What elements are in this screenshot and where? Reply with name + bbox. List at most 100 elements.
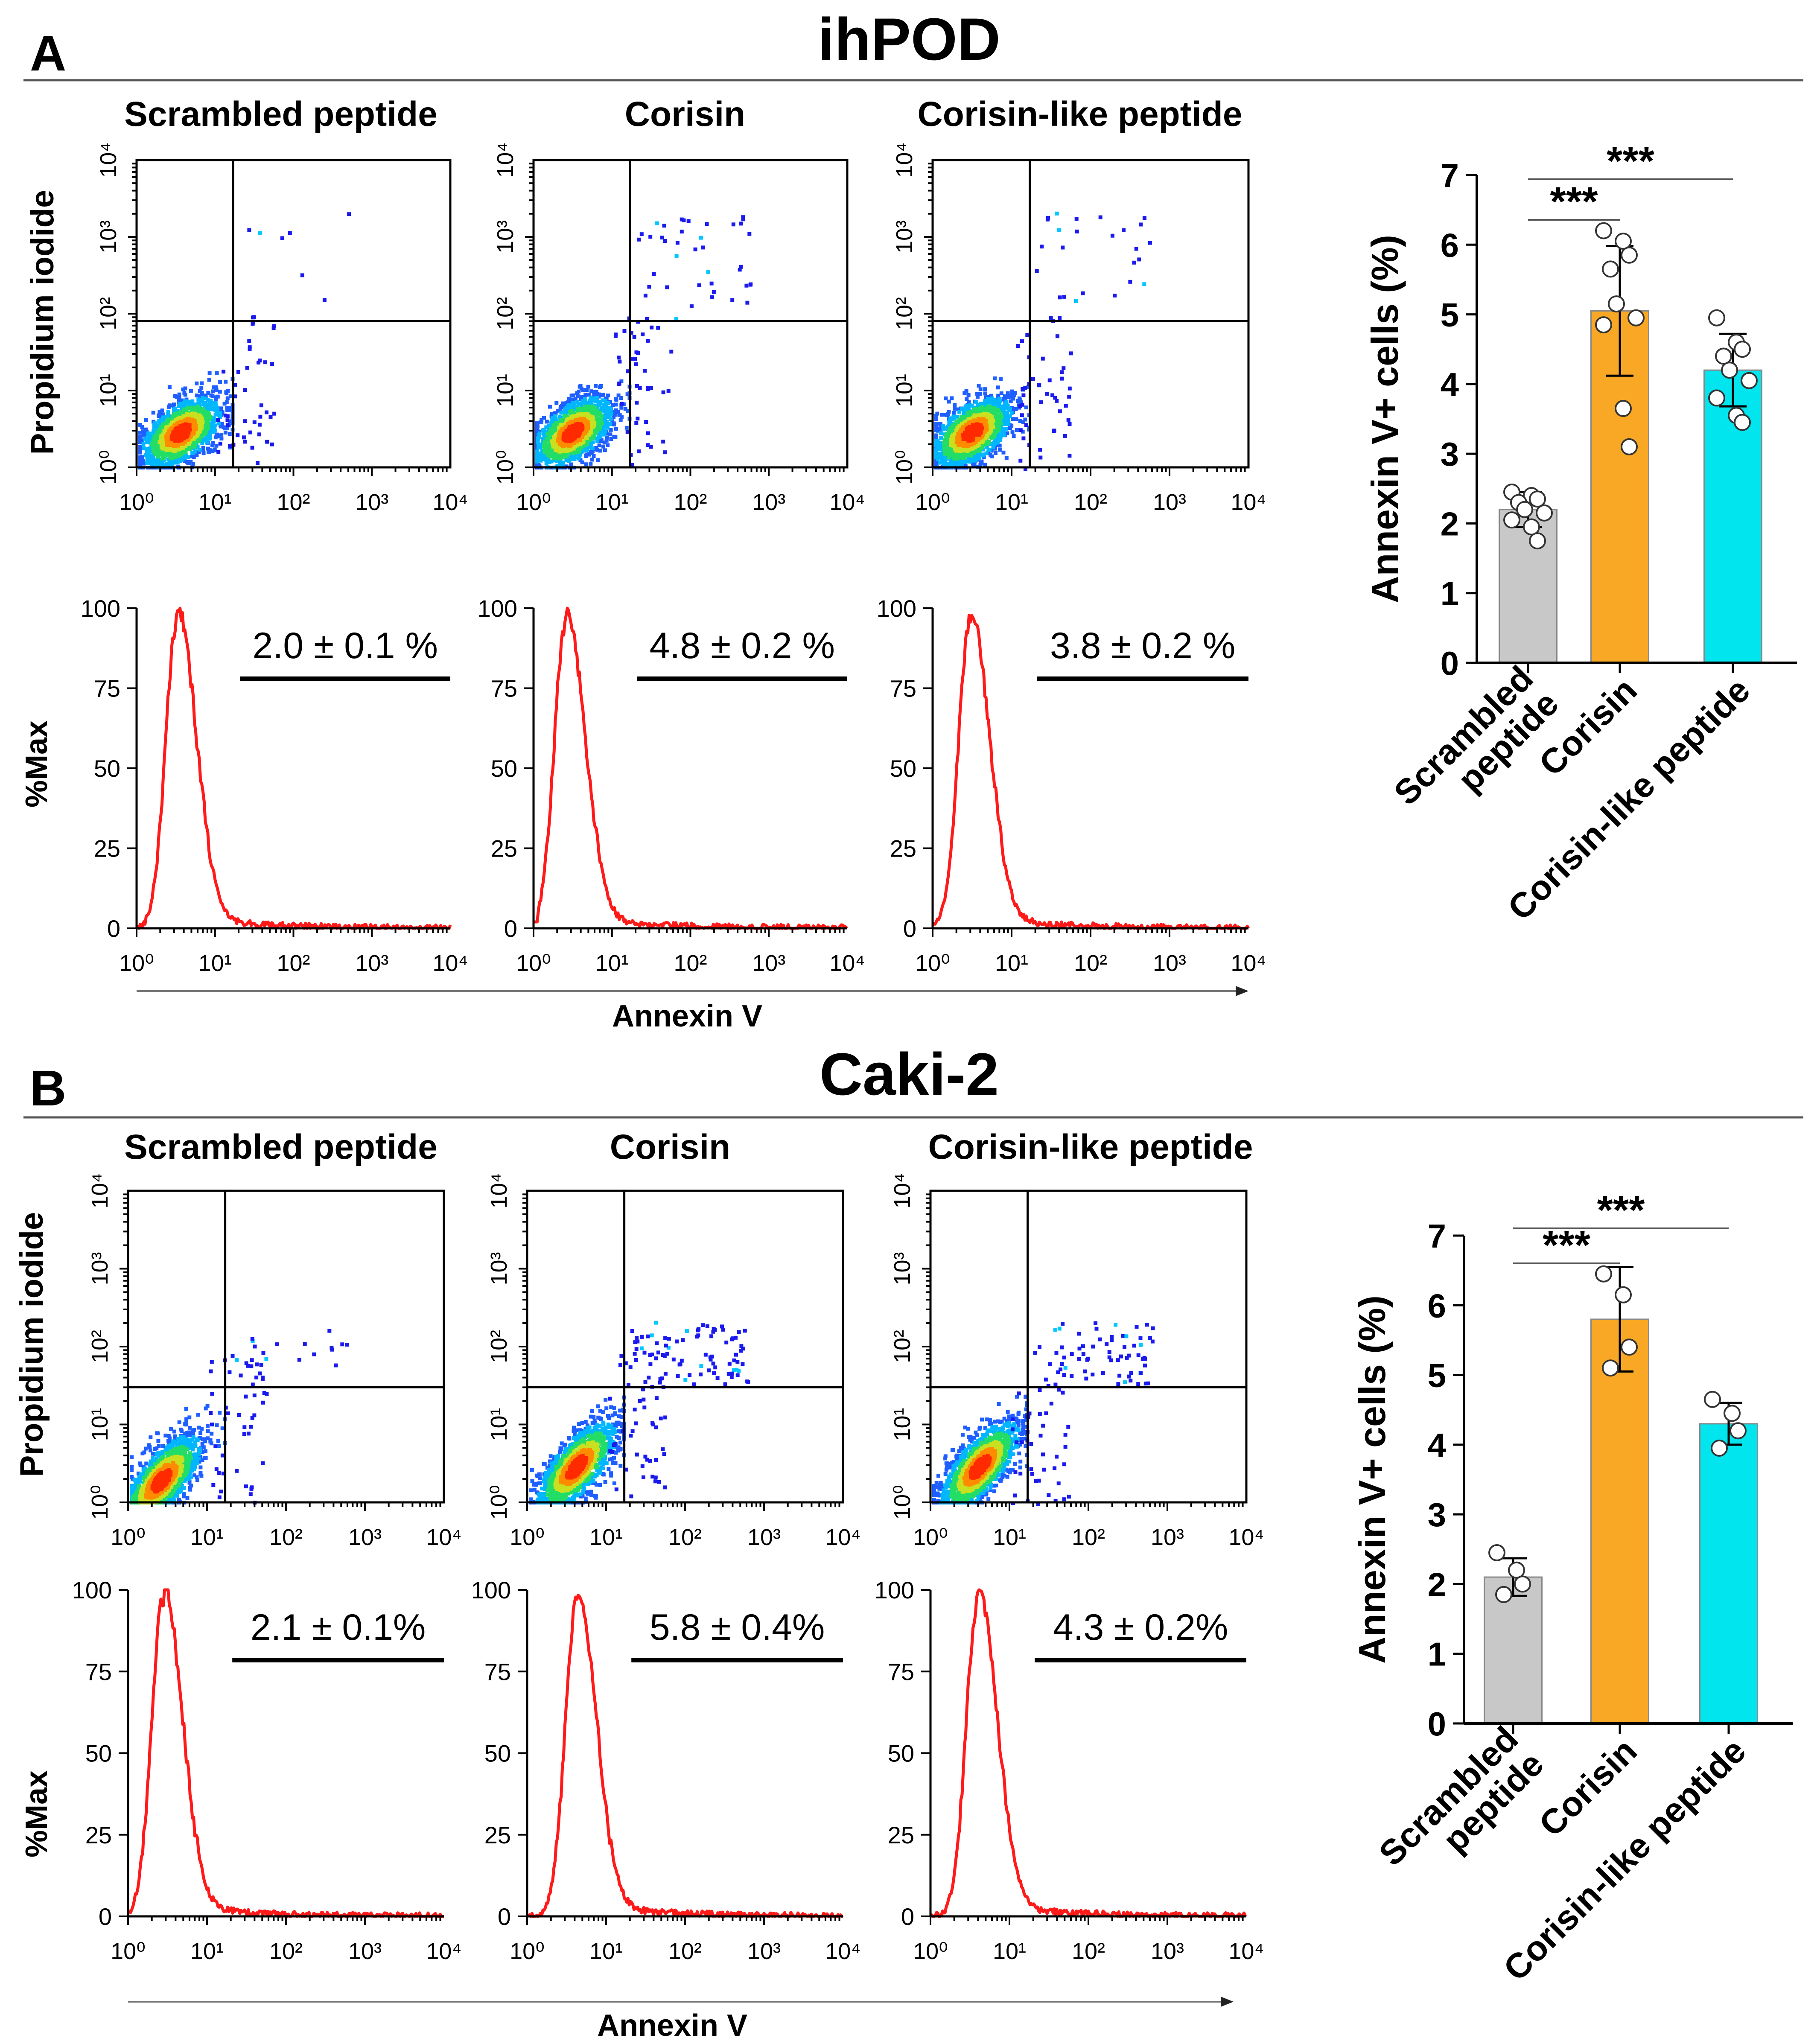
event-dot <box>947 410 951 414</box>
panel-b-header: B Caki-2 <box>23 1041 1803 1119</box>
event-dot-late-apoptotic <box>280 236 284 240</box>
event-dot <box>952 416 956 420</box>
event-dot <box>138 431 142 435</box>
event-dot <box>185 438 189 442</box>
event-dot <box>939 431 943 435</box>
event-dot <box>210 449 215 453</box>
event-dot <box>599 415 604 419</box>
event-dot <box>976 403 980 407</box>
event-dot-early-apoptotic <box>1025 333 1030 337</box>
event-dot <box>965 452 969 456</box>
event-dot <box>614 398 618 402</box>
event-dot <box>964 389 968 393</box>
event-dot <box>980 402 985 407</box>
event-dot-early-apoptotic <box>630 357 635 361</box>
event-dot-early-apoptotic <box>1024 467 1027 471</box>
event-dot <box>185 460 189 464</box>
event-dot-late-apoptotic <box>663 239 667 243</box>
event-dot <box>579 420 583 424</box>
event-dot <box>948 430 952 434</box>
event-dot <box>200 441 204 445</box>
event-dot <box>1014 417 1018 421</box>
event-dot-early-apoptotic <box>1050 393 1055 397</box>
event-dot-late-apoptotic <box>665 285 669 289</box>
event-dot <box>147 451 151 455</box>
panel-b-hist-ylabel: %Max <box>20 1770 54 1857</box>
event-dot-late-apoptotic <box>1061 245 1065 250</box>
event-dot-early-apoptotic <box>1068 386 1072 391</box>
event-dot <box>588 441 592 445</box>
event-dot <box>601 431 606 435</box>
panel-a-annexin-label: Annexin V <box>612 999 762 1033</box>
event-dot <box>210 419 215 423</box>
event-dot <box>1003 394 1007 398</box>
event-dot <box>160 418 164 422</box>
event-dot <box>225 396 230 400</box>
event-dot <box>573 407 577 411</box>
event-dot-early-apoptotic <box>617 381 621 385</box>
event-dot <box>179 431 183 435</box>
event-dot-late-apoptotic <box>689 304 694 309</box>
event-dot <box>200 399 204 403</box>
event-dot <box>141 429 145 433</box>
event-dot <box>560 464 565 468</box>
event-dot <box>1010 430 1015 434</box>
event-dot <box>595 417 599 421</box>
event-dot <box>998 443 1002 448</box>
event-dot-late-apoptotic <box>1058 295 1062 300</box>
event-dot <box>936 429 940 433</box>
event-dot <box>204 412 209 416</box>
event-dot <box>537 463 541 467</box>
event-dot <box>1005 413 1009 417</box>
event-dot <box>989 442 993 446</box>
event-dot-late-apoptotic <box>288 231 292 235</box>
event-dot <box>209 403 213 407</box>
x-tick-label: 10¹ <box>595 490 629 515</box>
x-tick-label: 10⁴ <box>829 490 865 515</box>
event-dot <box>612 434 616 439</box>
event-dot-early-apoptotic <box>268 415 273 419</box>
event-dot <box>578 437 582 441</box>
event-dot <box>585 388 589 392</box>
event-dot <box>549 433 554 437</box>
event-dot-early-apoptotic <box>661 390 665 394</box>
event-dot <box>140 425 144 429</box>
event-dot <box>994 451 998 455</box>
event-dot <box>549 437 554 441</box>
event-dot <box>153 422 157 426</box>
event-dot <box>211 440 215 445</box>
event-dot <box>569 462 573 466</box>
x-tick-label: 10² <box>674 490 707 515</box>
event-dot <box>225 400 229 404</box>
event-dot <box>1010 392 1014 397</box>
event-dot <box>213 423 217 428</box>
event-dot-early-apoptotic <box>1069 351 1073 356</box>
event-dot-late-apoptotic <box>1137 257 1141 262</box>
event-dot <box>1004 420 1009 424</box>
x-tick-label: 10³ <box>752 490 785 515</box>
event-dot-late-apoptotic <box>693 247 697 251</box>
event-dot-early-apoptotic <box>258 359 262 363</box>
event-dot <box>976 452 980 456</box>
event-dot <box>204 435 208 440</box>
event-dot-late-apoptotic <box>709 281 714 286</box>
event-dot <box>1018 419 1022 423</box>
event-dot <box>149 464 154 468</box>
event-dot-early-apoptotic <box>643 369 647 373</box>
event-dot <box>213 402 217 407</box>
event-dot <box>977 455 981 459</box>
event-dot <box>191 402 195 406</box>
event-dot <box>965 397 969 401</box>
event-dot-early-apoptotic <box>666 389 671 393</box>
event-dot-early-apoptotic <box>669 350 674 354</box>
event-dot <box>962 412 966 417</box>
event-dot <box>1009 399 1013 403</box>
event-dot-early-apoptotic <box>1068 454 1072 458</box>
event-dot <box>199 386 204 390</box>
event-dot <box>945 464 949 468</box>
event-dot <box>953 407 957 411</box>
panel-a-letter: A <box>30 25 66 82</box>
event-dot <box>212 429 216 433</box>
event-dot-late-apoptotic <box>1113 294 1117 297</box>
event-dot <box>582 443 586 448</box>
